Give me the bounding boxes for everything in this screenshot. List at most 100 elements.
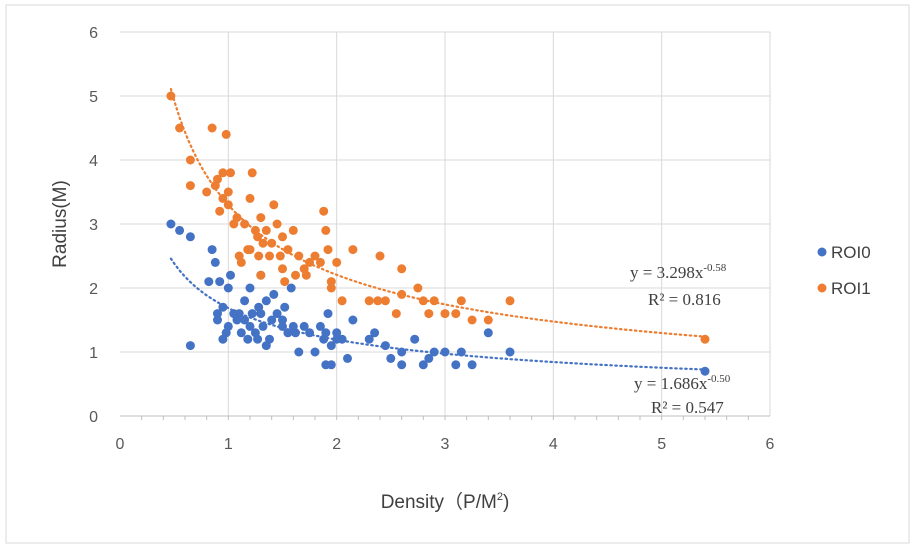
point-roi0: [261, 296, 271, 306]
x-tick-label: 4: [549, 436, 558, 453]
point-roi1: [364, 296, 374, 306]
chart-border: [5, 4, 910, 544]
point-roi1: [391, 309, 401, 319]
point-roi0: [315, 321, 325, 331]
point-roi1: [315, 257, 325, 267]
point-roi1: [275, 251, 285, 261]
point-roi0: [247, 309, 257, 319]
point-roi0: [223, 283, 233, 293]
point-roi0: [483, 328, 493, 338]
point-roi1: [467, 315, 477, 325]
point-roi0: [386, 353, 396, 363]
y-tick-label: 0: [89, 409, 98, 426]
point-roi1: [247, 168, 257, 178]
point-roi1: [700, 334, 710, 344]
point-roi0: [236, 328, 246, 338]
point-roi1: [294, 251, 304, 261]
point-roi1: [337, 296, 347, 306]
y-tick-label: 1: [89, 345, 98, 362]
point-roi1: [305, 257, 315, 267]
point-roi0: [337, 334, 347, 344]
x-tick-label: 0: [116, 436, 125, 453]
point-roi1: [256, 270, 266, 280]
point-roi1: [267, 238, 277, 248]
point-roi0: [243, 334, 253, 344]
point-roi0: [226, 270, 235, 280]
point-roi1: [380, 296, 390, 306]
point-roi0: [269, 289, 279, 299]
point-roi1: [232, 213, 242, 223]
legend-marker-roi0: [817, 247, 827, 257]
point-roi0: [175, 225, 185, 235]
point-roi0: [223, 321, 233, 331]
point-roi1: [223, 200, 233, 210]
point-roi0: [215, 277, 225, 287]
trendline-equation-roi1: y = 3.298x-0.58: [630, 262, 727, 282]
point-roi0: [213, 315, 222, 325]
point-roi0: [234, 309, 244, 319]
point-roi1: [291, 270, 300, 280]
point-roi1: [326, 283, 336, 293]
x-tick-label: 2: [332, 436, 341, 453]
point-roi1: [253, 232, 263, 242]
point-roi1: [348, 245, 358, 255]
point-roi0: [429, 347, 439, 357]
point-roi0: [280, 302, 290, 312]
point-roi1: [321, 225, 331, 235]
point-roi0: [258, 321, 268, 331]
point-roi1: [185, 181, 195, 191]
point-roi0: [166, 219, 176, 229]
point-roi1: [226, 168, 235, 178]
point-roi1: [283, 245, 293, 255]
point-roi1: [215, 206, 225, 216]
point-roi1: [278, 264, 287, 274]
point-roi1: [280, 277, 290, 287]
point-roi0: [305, 328, 315, 338]
legend-marker-roi1: [817, 283, 827, 293]
point-roi1: [288, 225, 298, 235]
point-roi1: [245, 245, 255, 255]
legend-label-roi1: ROI1: [831, 279, 871, 298]
point-roi0: [213, 309, 222, 319]
point-roi0: [410, 334, 420, 344]
point-roi1: [207, 123, 217, 133]
r-squared-roi1: R² = 0.816: [648, 290, 721, 309]
point-roi1: [440, 309, 450, 319]
point-roi0: [240, 296, 250, 306]
point-roi1: [254, 251, 264, 261]
point-roi0: [278, 321, 287, 331]
point-roi1: [218, 193, 228, 203]
point-roi1: [310, 251, 320, 261]
point-roi1: [202, 187, 212, 197]
point-roi0: [456, 347, 466, 357]
point-roi0: [323, 309, 333, 319]
point-roi1: [221, 129, 231, 139]
r-squared-roi0: R² = 0.547: [651, 398, 724, 417]
point-roi1: [301, 270, 311, 280]
point-roi1: [236, 257, 246, 267]
point-roi0: [291, 328, 300, 338]
point-roi1: [272, 219, 282, 229]
x-tick-label: 6: [766, 436, 775, 453]
point-roi1: [332, 257, 342, 267]
point-roi1: [375, 251, 385, 261]
point-roi0: [370, 328, 380, 338]
point-roi1: [424, 309, 434, 319]
point-roi0: [380, 341, 390, 351]
point-roi1: [278, 232, 287, 242]
point-roi1: [483, 315, 493, 325]
point-roi0: [343, 353, 352, 363]
point-roi0: [283, 328, 293, 338]
point-roi0: [265, 334, 274, 344]
point-roi1: [223, 187, 233, 197]
point-roi0: [451, 360, 461, 370]
point-roi1: [245, 193, 255, 203]
y-tick-label: 4: [89, 153, 98, 170]
point-roi1: [213, 174, 222, 184]
point-roi1: [261, 225, 271, 235]
point-roi0: [256, 309, 266, 319]
point-roi0: [245, 283, 255, 293]
point-roi0: [278, 315, 287, 325]
